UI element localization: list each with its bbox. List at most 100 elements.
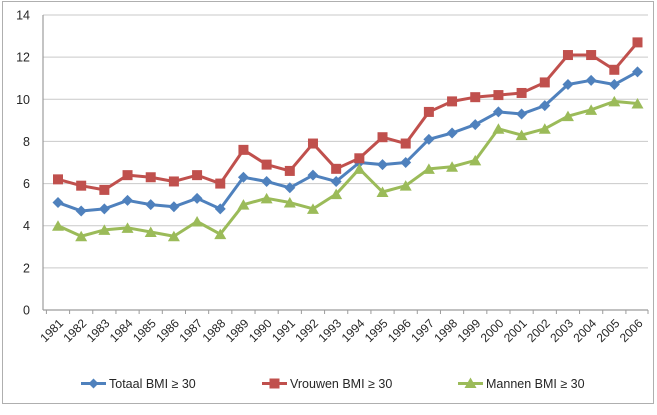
x-axis-tick-label: 1999 [455, 316, 484, 345]
data-point-square-icon [609, 64, 620, 75]
data-point-triangle-icon [446, 161, 459, 172]
data-point-diamond-icon [469, 119, 481, 131]
data-point-square-icon [562, 50, 573, 61]
data-point-square-icon [447, 96, 458, 107]
data-point-triangle-icon [121, 222, 134, 233]
data-point-triangle-icon [330, 188, 343, 200]
data-point-diamond-icon [516, 108, 528, 120]
data-point-diamond-icon [562, 79, 574, 91]
x-axis-tick-label: 2005 [594, 316, 623, 345]
data-point-triangle-icon [538, 123, 551, 134]
data-point-triangle-icon [608, 95, 621, 107]
data-point-diamond-icon [145, 199, 157, 211]
legend-label-totaal: Totaal BMI ≥ 30 [109, 377, 196, 391]
x-axis-tick-label: 1991 [269, 316, 298, 345]
data-point-square-icon [586, 50, 597, 61]
legend-item-vrouwen: Vrouwen BMI ≥ 30 [262, 377, 392, 391]
x-axis-tick-label: 1994 [339, 316, 368, 345]
data-point-square-icon [76, 180, 87, 191]
data-point-triangle-icon [353, 163, 366, 174]
x-axis-tick-label: 2000 [478, 316, 507, 345]
x-axis-tick-label: 1995 [362, 316, 391, 345]
x-axis-tick-label: 1989 [223, 316, 252, 345]
legend-label-vrouwen: Vrouwen BMI ≥ 30 [290, 377, 392, 391]
x-axis-tick-label: 1982 [61, 316, 90, 345]
y-axis-tick-label: 4 [23, 219, 30, 233]
legend-diamond-marker-icon [88, 378, 99, 389]
legend-triangle-marker-icon [464, 377, 477, 388]
data-point-diamond-icon [168, 201, 180, 213]
x-axis-tick-label: 2004 [570, 316, 599, 345]
data-point-triangle-icon [399, 180, 412, 191]
data-point-diamond-icon [75, 205, 87, 217]
data-point-square-icon [331, 163, 342, 174]
data-point-triangle-icon [191, 216, 204, 227]
data-point-square-icon [122, 170, 133, 181]
y-axis-tick-label: 14 [16, 9, 30, 23]
data-point-diamond-icon [284, 182, 296, 194]
data-point-diamond-icon [307, 169, 319, 181]
legend-square-marker-icon [269, 378, 280, 389]
series-line-vrouwen [56, 40, 639, 192]
y-axis-tick-label: 10 [16, 93, 30, 107]
data-point-square-icon [284, 165, 295, 176]
data-point-diamond-icon [98, 203, 110, 215]
data-point-triangle-icon [585, 104, 598, 115]
x-axis-tick-label: 1983 [84, 316, 113, 345]
legend-item-totaal: Totaal BMI ≥ 30 [81, 377, 196, 391]
data-point-triangle-icon [492, 123, 505, 134]
data-point-square-icon [516, 87, 527, 98]
data-point-diamond-icon [632, 66, 643, 78]
x-axis-tick-label: 1981 [37, 316, 66, 345]
data-point-square-icon [470, 92, 481, 103]
data-point-square-icon [192, 170, 203, 181]
data-point-triangle-icon [98, 224, 111, 235]
chart-frame-border [2, 1, 654, 404]
data-point-square-icon [168, 176, 179, 187]
data-point-diamond-icon [122, 194, 134, 206]
data-point-triangle-icon [75, 230, 88, 242]
data-point-square-icon [423, 106, 434, 117]
x-axis-tick-label: 1996 [385, 316, 414, 345]
data-point-diamond-icon [423, 133, 435, 145]
data-point-triangle-icon [631, 98, 644, 109]
data-point-diamond-icon [400, 157, 412, 168]
series-line-mannen [56, 99, 639, 238]
data-point-diamond-icon [261, 175, 273, 187]
data-point-square-icon [145, 172, 156, 183]
data-point-diamond-icon [608, 79, 620, 91]
data-point-square-icon [377, 132, 388, 143]
data-point-triangle-icon [144, 226, 157, 238]
gridlines [43, 14, 648, 269]
data-point-triangle-icon [260, 192, 273, 204]
data-point-diamond-icon [214, 203, 226, 215]
data-point-square-icon [238, 144, 249, 155]
chart-legend: Totaal BMI ≥ 30 Vrouwen BMI ≥ 30 Mannen … [81, 377, 585, 391]
data-point-diamond-icon [52, 197, 64, 209]
x-axis-tick-label: 1984 [107, 316, 136, 345]
data-point-triangle-icon [52, 220, 64, 231]
data-point-diamond-icon [191, 192, 203, 204]
data-point-square-icon [307, 138, 318, 149]
data-point-diamond-icon [492, 106, 504, 118]
data-point-square-icon [539, 77, 550, 88]
x-axis-tick-label: 1998 [431, 316, 460, 345]
x-axis-tick-label: 1987 [176, 316, 205, 345]
x-axis-tick-label: 2002 [524, 316, 553, 345]
data-point-diamond-icon [585, 74, 597, 86]
legend-item-mannen: Mannen BMI ≥ 30 [458, 377, 585, 391]
series-vrouwen [53, 37, 643, 195]
data-point-triangle-icon [376, 186, 389, 197]
series-mannen [52, 95, 644, 242]
x-axis-tick-label: 2001 [501, 316, 530, 345]
legend-label-mannen: Mannen BMI ≥ 30 [486, 377, 585, 391]
data-point-diamond-icon [237, 171, 249, 183]
data-point-triangle-icon [422, 163, 435, 174]
data-point-square-icon [493, 90, 504, 101]
x-axis-tick-label: 1985 [130, 316, 159, 345]
x-axis-tick-label: 1986 [153, 316, 182, 345]
x-axis-tick-label: 2003 [547, 316, 576, 345]
data-point-diamond-icon [330, 175, 342, 187]
data-point-triangle-icon [515, 129, 528, 141]
x-axis-tick-label: 1988 [200, 316, 229, 345]
